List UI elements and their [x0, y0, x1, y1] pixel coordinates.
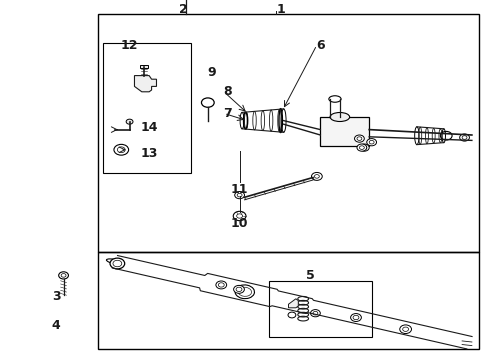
Circle shape: [233, 285, 244, 293]
Text: 4: 4: [52, 319, 61, 332]
Circle shape: [361, 146, 366, 149]
Circle shape: [287, 312, 295, 318]
Ellipse shape: [329, 112, 349, 122]
Polygon shape: [134, 76, 156, 92]
Circle shape: [359, 144, 368, 151]
Circle shape: [399, 325, 411, 333]
Circle shape: [236, 214, 242, 218]
Circle shape: [356, 144, 366, 151]
Circle shape: [233, 211, 245, 221]
Bar: [98, 252, 478, 349]
Text: 1: 1: [276, 3, 285, 15]
Ellipse shape: [235, 285, 254, 299]
Circle shape: [366, 139, 376, 146]
Circle shape: [356, 137, 361, 140]
Circle shape: [461, 136, 466, 139]
Text: 2: 2: [179, 3, 187, 15]
Circle shape: [359, 146, 364, 149]
Circle shape: [237, 193, 242, 197]
Text: 5: 5: [305, 269, 314, 282]
Circle shape: [311, 172, 322, 180]
Circle shape: [114, 144, 128, 155]
Bar: [102, 43, 190, 173]
Text: 13: 13: [140, 147, 158, 159]
Text: 11: 11: [230, 183, 248, 195]
Bar: [320, 117, 368, 146]
Circle shape: [314, 175, 319, 178]
Circle shape: [459, 134, 468, 141]
Circle shape: [354, 135, 364, 142]
Polygon shape: [288, 299, 298, 308]
Text: 6: 6: [315, 39, 324, 51]
Text: 3: 3: [52, 291, 61, 303]
Circle shape: [117, 147, 125, 153]
Text: 9: 9: [206, 66, 215, 78]
Ellipse shape: [240, 112, 244, 129]
Circle shape: [110, 258, 124, 269]
Circle shape: [61, 274, 66, 277]
Ellipse shape: [281, 109, 285, 132]
Circle shape: [350, 314, 361, 321]
Text: 8: 8: [223, 85, 231, 98]
Circle shape: [59, 272, 68, 279]
Circle shape: [310, 310, 320, 317]
Ellipse shape: [328, 96, 341, 102]
Text: 12: 12: [121, 39, 138, 51]
Circle shape: [201, 98, 214, 107]
Text: 7: 7: [223, 107, 231, 120]
Text: 14: 14: [140, 121, 158, 134]
Bar: [140, 65, 148, 68]
Bar: [98, 14, 478, 252]
Circle shape: [216, 281, 226, 289]
Bar: [268, 281, 371, 337]
Circle shape: [368, 140, 373, 144]
Text: 10: 10: [230, 217, 248, 230]
Circle shape: [234, 192, 244, 199]
Ellipse shape: [106, 259, 123, 265]
Circle shape: [126, 119, 133, 124]
